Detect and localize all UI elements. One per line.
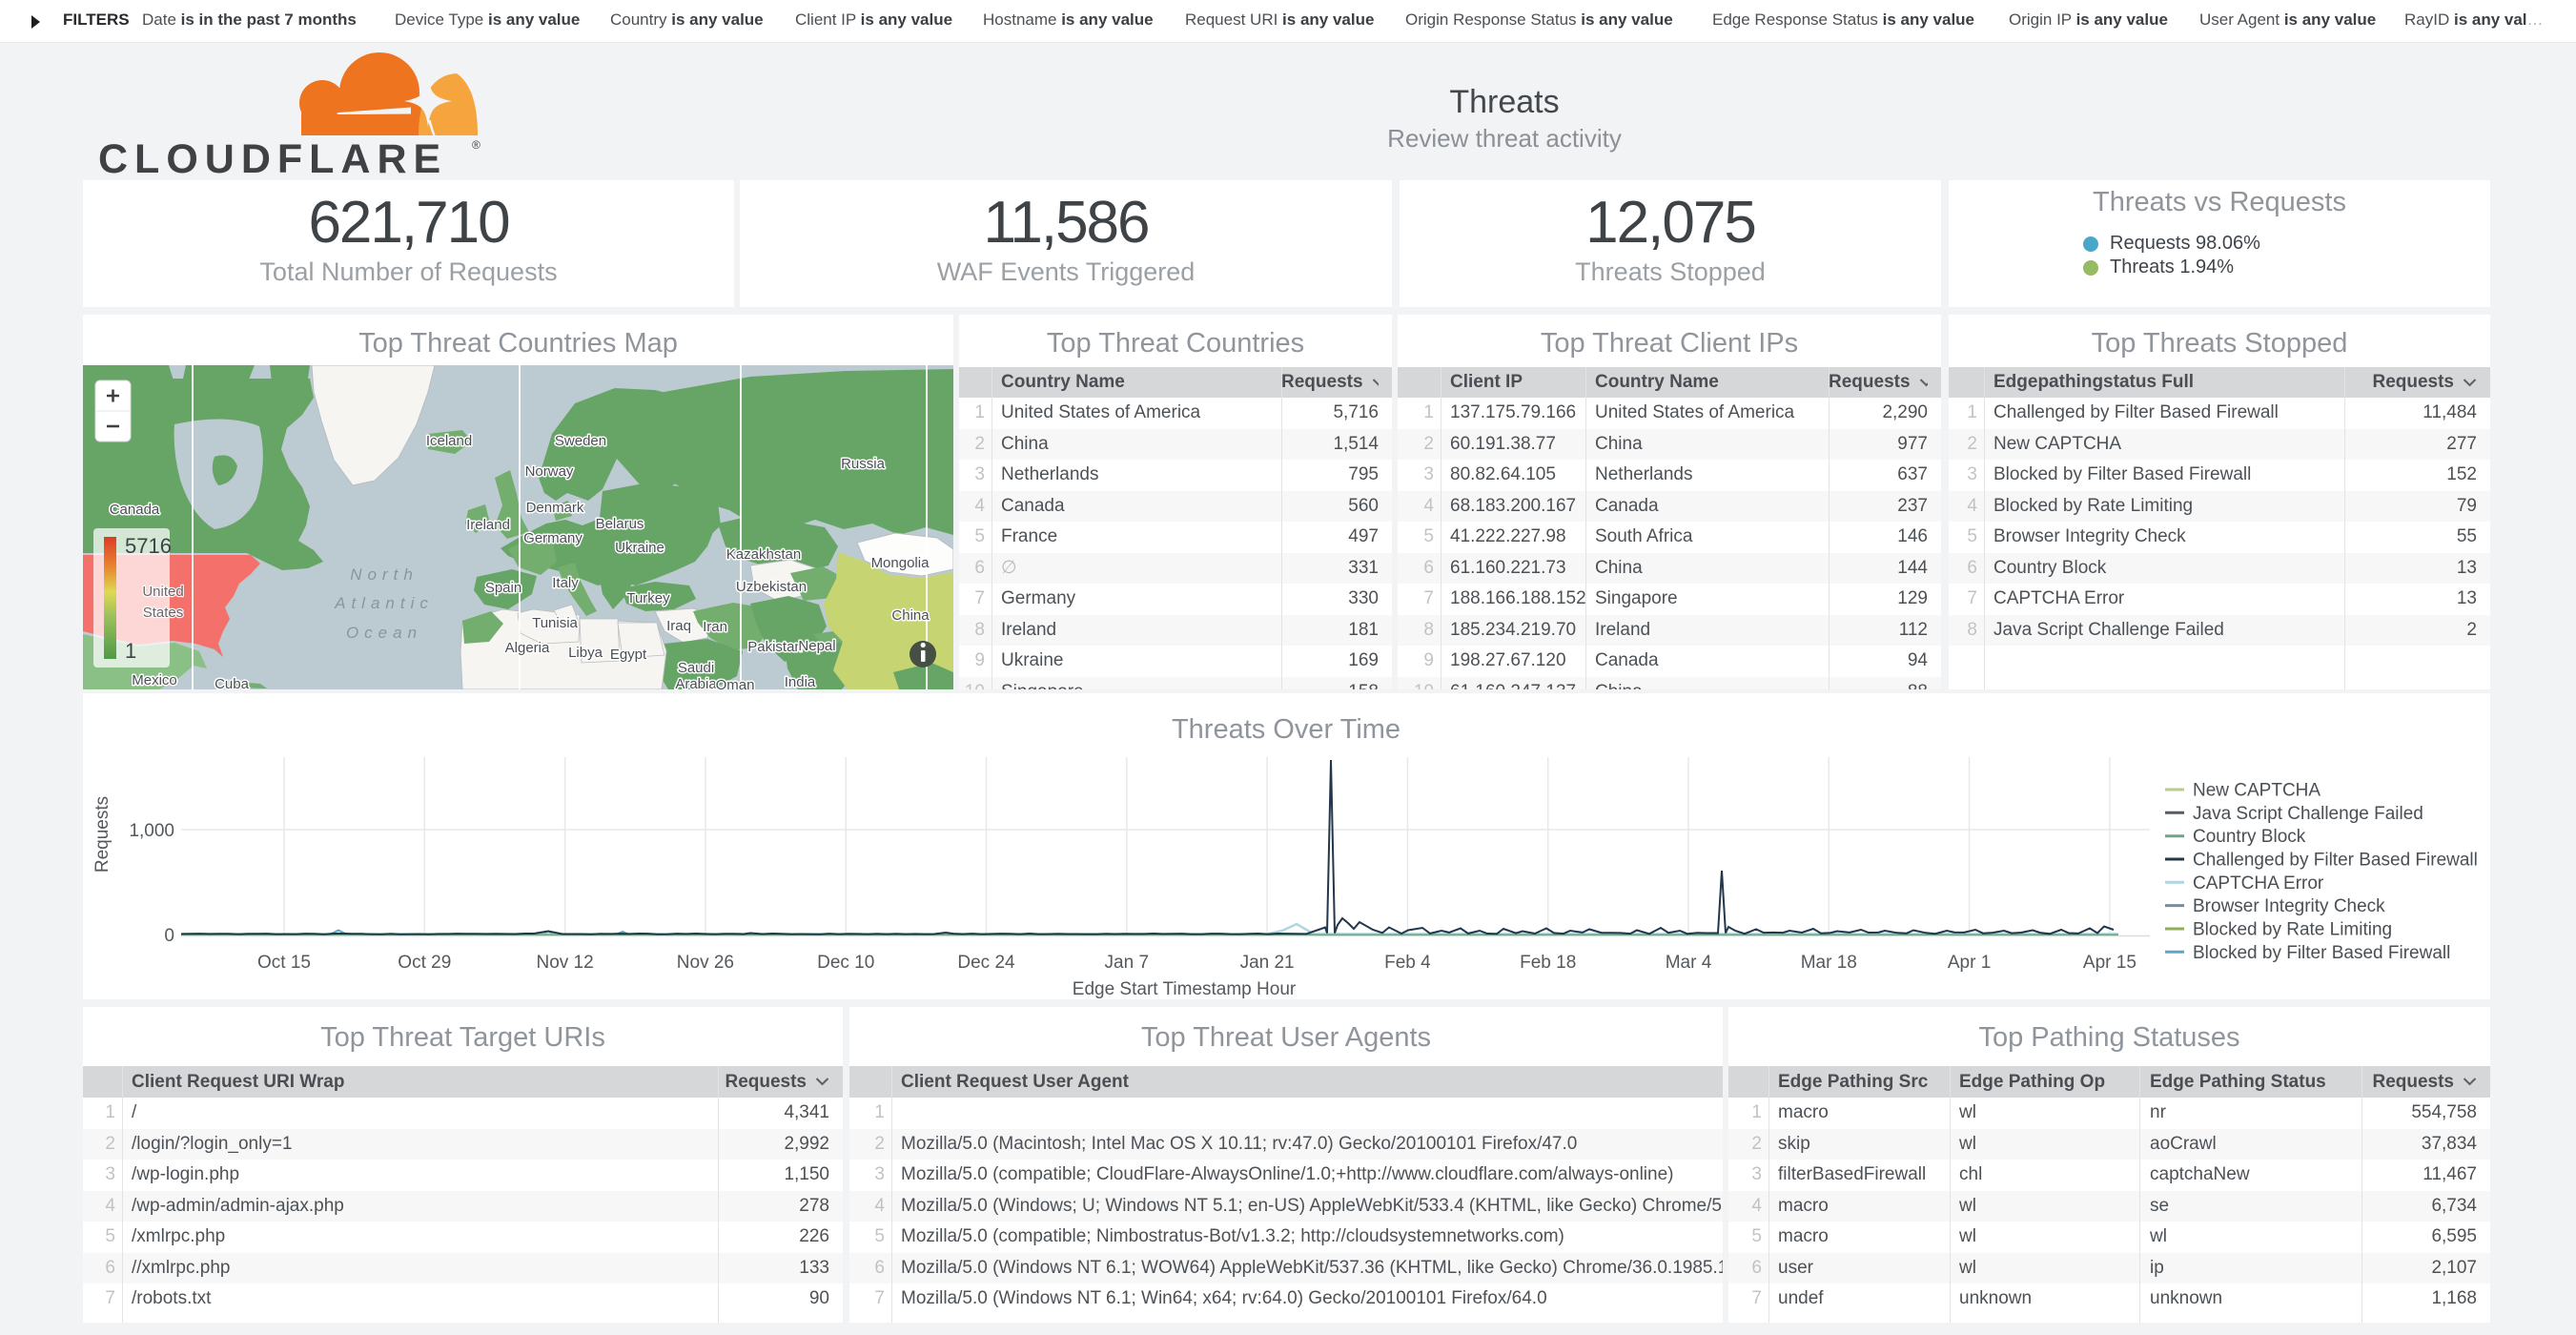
svg-text:Requests: Requests [92, 796, 112, 873]
svg-text:Mar 4: Mar 4 [1666, 953, 1712, 973]
svg-text:Atlantic: Atlantic [334, 594, 434, 612]
svg-text:Algeria: Algeria [505, 640, 550, 656]
svg-text:Norway: Norway [525, 463, 574, 480]
svg-text:Ireland: Ireland [466, 517, 510, 533]
svg-text:CLOUDFLARE: CLOUDFLARE [98, 136, 447, 179]
svg-text:Dec 10: Dec 10 [817, 953, 874, 973]
svg-text:Oct 15: Oct 15 [257, 953, 311, 973]
svg-text:Ukraine: Ukraine [615, 540, 664, 556]
svg-text:Apr 1: Apr 1 [1948, 953, 1991, 973]
svg-text:Dec 24: Dec 24 [957, 953, 1015, 973]
svg-text:Iraq: Iraq [666, 618, 691, 634]
svg-text:Nepal: Nepal [798, 638, 835, 654]
svg-text:Mongolia: Mongolia [871, 555, 930, 571]
svg-text:Uzbekistan: Uzbekistan [736, 579, 807, 595]
svg-text:Iran: Iran [703, 619, 727, 635]
svg-text:Jan 21: Jan 21 [1240, 953, 1295, 973]
svg-text:Blocked by Filter Based Firewa: Blocked by Filter Based Firewall [2193, 943, 2450, 963]
svg-text:Feb 4: Feb 4 [1384, 953, 1431, 973]
svg-text:Italy: Italy [552, 575, 579, 591]
svg-text:Country Block: Country Block [2193, 827, 2306, 847]
svg-text:Jan 7: Jan 7 [1105, 953, 1149, 973]
svg-text:Belarus: Belarus [596, 516, 644, 532]
svg-text:Ocean: Ocean [346, 624, 422, 642]
svg-text:Saudi: Saudi [678, 660, 714, 676]
svg-text:Russia: Russia [841, 456, 886, 472]
svg-text:Mexico: Mexico [132, 672, 177, 688]
svg-text:Spain: Spain [485, 580, 521, 596]
svg-text:Oct 29: Oct 29 [398, 953, 451, 973]
svg-text:Kazakhstan: Kazakhstan [726, 546, 801, 563]
svg-text:Mar 18: Mar 18 [1801, 953, 1857, 973]
svg-text:Nov 12: Nov 12 [536, 953, 593, 973]
svg-text:CAPTCHA Error: CAPTCHA Error [2193, 873, 2324, 893]
svg-text:Java Script Challenge Failed: Java Script Challenge Failed [2193, 804, 2423, 824]
svg-text:Libya: Libya [568, 645, 603, 661]
svg-text:Cuba: Cuba [215, 676, 250, 689]
svg-text:Turkey: Turkey [626, 590, 670, 606]
svg-text:Blocked by Rate Limiting: Blocked by Rate Limiting [2193, 920, 2392, 940]
svg-text:Feb 18: Feb 18 [1520, 953, 1576, 973]
svg-text:1: 1 [125, 639, 136, 663]
svg-text:Threats Over Time: Threats Over Time [1172, 714, 1400, 745]
svg-text:India: India [785, 674, 816, 689]
svg-text:Iceland: Iceland [426, 433, 472, 449]
svg-text:Nov 26: Nov 26 [677, 953, 734, 973]
svg-text:States: States [143, 605, 184, 621]
svg-text:Edge Start Timestamp Hour: Edge Start Timestamp Hour [1073, 979, 1297, 999]
svg-text:Sweden: Sweden [555, 433, 606, 449]
svg-text:China: China [891, 607, 930, 624]
svg-text:New CAPTCHA: New CAPTCHA [2193, 781, 2320, 801]
svg-text:United: United [142, 584, 183, 600]
svg-text:Pakistan: Pakistan [747, 639, 803, 655]
svg-text:Apr 15: Apr 15 [2083, 953, 2136, 973]
svg-text:Egypt: Egypt [610, 647, 647, 663]
svg-text:Germany: Germany [523, 530, 583, 546]
svg-text:®: ® [472, 138, 480, 152]
svg-text:Challenged by Filter Based Fir: Challenged by Filter Based Firewall [2193, 851, 2478, 871]
svg-text:Denmark: Denmark [526, 500, 584, 516]
svg-text:1,000: 1,000 [129, 821, 174, 841]
svg-text:Arabia: Arabia [675, 676, 717, 689]
svg-text:0: 0 [164, 926, 174, 946]
svg-text:Tunisia: Tunisia [532, 615, 578, 631]
svg-text:Canada: Canada [110, 502, 160, 518]
svg-text:Oman: Oman [716, 677, 755, 689]
svg-text:5716: 5716 [125, 534, 172, 558]
svg-text:Browser Integrity Check: Browser Integrity Check [2193, 896, 2385, 916]
svg-text:North: North [350, 565, 419, 584]
